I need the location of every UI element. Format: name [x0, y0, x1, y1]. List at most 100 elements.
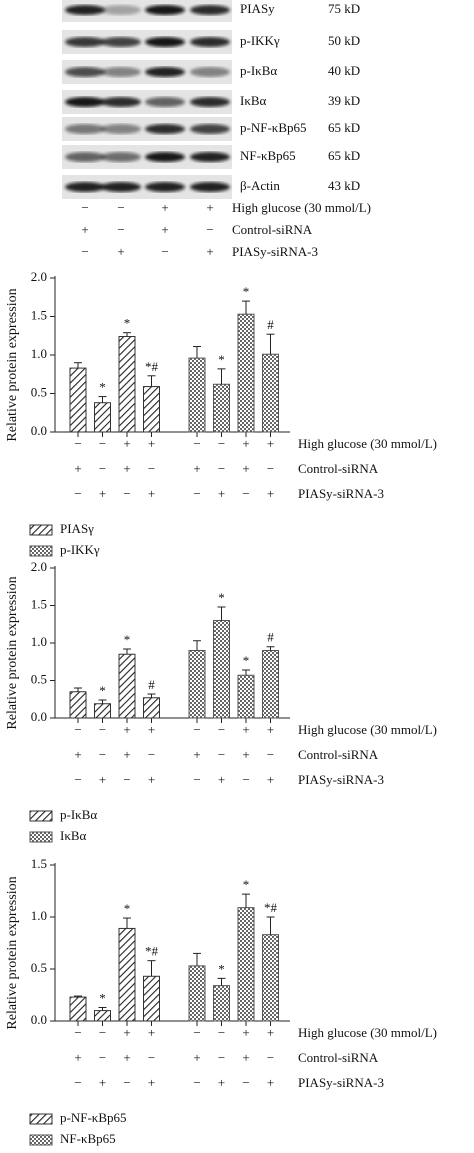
condition-sign: +: [206, 200, 213, 215]
y-tick-label: 0.5: [31, 671, 47, 686]
condition-sign: −: [267, 461, 274, 476]
condition-sign: +: [123, 1050, 130, 1065]
protein-label: PIASy: [240, 1, 275, 16]
condition-sign: +: [242, 1025, 249, 1040]
bar: [94, 402, 111, 433]
condition-sign: −: [267, 1050, 274, 1065]
blot-band: [190, 5, 230, 15]
bar: [143, 697, 160, 719]
condition-sign: −: [99, 1025, 106, 1040]
y-tick-label: 0.0: [31, 423, 47, 438]
bar: [143, 975, 160, 1022]
size-label: 65 kD: [328, 120, 360, 135]
condition-sign: −: [99, 722, 106, 737]
y-tick-label: 2.0: [31, 559, 47, 574]
bar: [262, 934, 279, 1022]
condition-label: Control-siRNA: [298, 747, 379, 762]
condition-sign: −: [74, 722, 81, 737]
bar: [69, 691, 87, 719]
condition-sign: −: [74, 1075, 81, 1090]
significance-label: *: [124, 632, 131, 647]
y-axis-label: Relative protein expression: [5, 288, 20, 441]
condition-sign: +: [218, 486, 225, 501]
condition-sign: −: [74, 1025, 81, 1040]
blot-band: [101, 97, 141, 107]
condition-sign: −: [123, 1075, 130, 1090]
condition-sign: −: [99, 461, 106, 476]
bar: [237, 907, 255, 1022]
significance-label: *: [99, 380, 106, 395]
condition-sign: +: [123, 747, 130, 762]
condition-sign: −: [242, 486, 249, 501]
size-label: 50 kD: [328, 33, 360, 48]
bar: [118, 653, 136, 719]
y-tick-label: 2.0: [31, 269, 47, 284]
significance-label: *: [99, 990, 106, 1005]
legend-label: PIASγ: [60, 521, 94, 536]
protein-label: p-IκBα: [240, 63, 277, 78]
condition-sign: −: [148, 1050, 155, 1065]
protein-label: β-Actin: [240, 178, 280, 193]
blot-band: [190, 152, 230, 162]
protein-label: p-IKKγ: [240, 33, 280, 48]
blot-band: [65, 97, 105, 107]
bar: [188, 965, 206, 1022]
legend-swatch: [29, 545, 53, 557]
blot-band: [145, 97, 185, 107]
condition-sign: +: [206, 244, 213, 259]
condition-sign: −: [206, 222, 213, 237]
condition-sign: −: [218, 436, 225, 451]
bar: [118, 927, 136, 1022]
y-tick-label: 0.5: [31, 960, 47, 975]
condition-sign: +: [193, 747, 200, 762]
condition-sign: −: [81, 244, 88, 259]
condition-sign: −: [193, 722, 200, 737]
blot-band: [65, 67, 105, 77]
blot-band: [101, 5, 141, 15]
bar: [94, 1010, 111, 1022]
bar: [69, 996, 87, 1022]
y-tick-label: 1.0: [31, 634, 47, 649]
condition-sign: −: [218, 461, 225, 476]
condition-label: High glucose (30 mmol/L): [298, 722, 437, 737]
legend-swatch: [29, 810, 53, 822]
blot-band: [190, 124, 230, 134]
y-tick-label: 0.5: [31, 384, 47, 399]
bar: [143, 386, 160, 433]
bar-chart: 0.0 0.5 1.0 1.5 2.0 Relative protein expressi…: [5, 269, 437, 557]
bar: [188, 650, 206, 719]
condition-label: High glucose (30 mmol/L): [232, 200, 371, 215]
condition-sign: +: [267, 722, 274, 737]
condition-sign: +: [123, 461, 130, 476]
y-tick-label: 1.5: [31, 307, 47, 322]
condition-label: PIASy-siRNA-3: [298, 486, 384, 501]
condition-sign: −: [193, 436, 200, 451]
bar: [262, 650, 279, 719]
condition-sign: −: [193, 772, 200, 787]
condition-label: Control-siRNA: [298, 1050, 379, 1065]
size-label: 39 kD: [328, 93, 360, 108]
legend-label: p-IKKγ: [60, 542, 100, 557]
legend-label: p-IκBα: [60, 807, 97, 822]
condition-sign: +: [161, 222, 168, 237]
size-label: 65 kD: [328, 148, 360, 163]
condition-sign: +: [148, 436, 155, 451]
bar: [262, 353, 279, 433]
condition-sign: +: [267, 436, 274, 451]
legend-swatch: [29, 831, 53, 843]
condition-sign: +: [74, 1050, 81, 1065]
bar: [213, 383, 230, 433]
protein-label: IκBα: [240, 93, 267, 108]
condition-sign: +: [193, 1050, 200, 1065]
condition-sign: +: [74, 747, 81, 762]
condition-sign: −: [161, 244, 168, 259]
condition-sign: +: [218, 1075, 225, 1090]
condition-label: PIASy-siRNA-3: [298, 772, 384, 787]
condition-sign: −: [117, 222, 124, 237]
condition-sign: −: [218, 1050, 225, 1065]
condition-sign: −: [148, 747, 155, 762]
bar-chart: 0.0 0.5 1.0 1.5 Relative protein expression *…: [5, 856, 437, 1146]
blot-band: [145, 124, 185, 134]
condition-sign: +: [81, 222, 88, 237]
condition-sign: +: [242, 436, 249, 451]
